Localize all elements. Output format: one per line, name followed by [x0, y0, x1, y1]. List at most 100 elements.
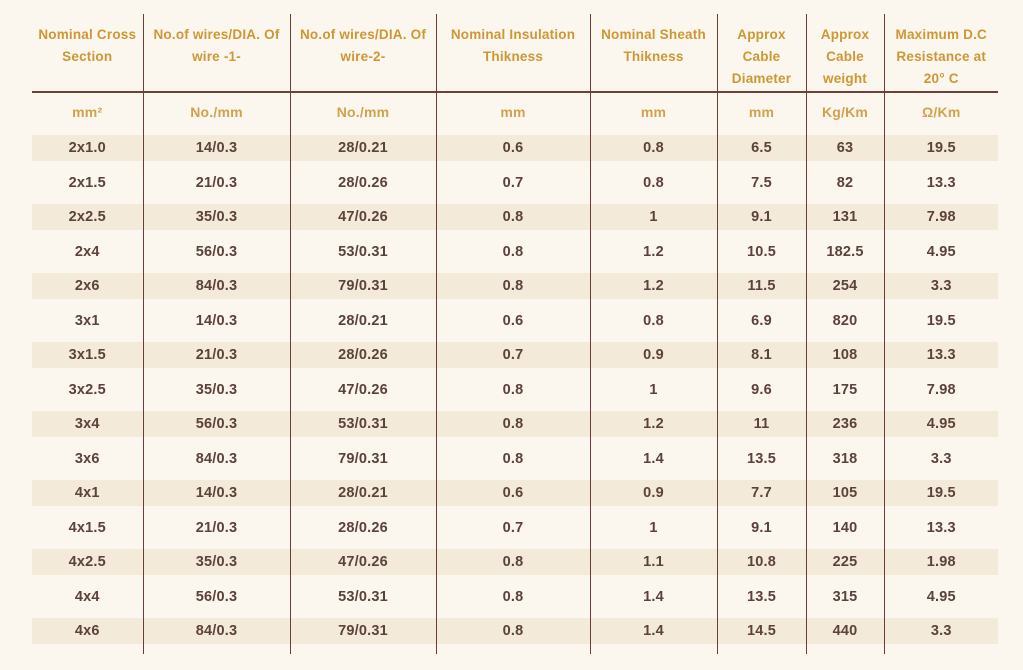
data-cell: 1.2	[590, 407, 718, 442]
data-cell: 254	[806, 269, 885, 304]
header-cell-nominal-cross-section: Nominal Cross Section	[32, 14, 144, 93]
data-cell: 440	[806, 614, 885, 649]
data-cell: 13.5	[717, 579, 807, 614]
data-cell: 0.8	[590, 131, 718, 166]
data-cell: 10.8	[717, 545, 807, 580]
data-cell: 1.4	[590, 614, 718, 649]
data-cell: 79/0.31	[290, 441, 437, 476]
data-cell: 19.5	[926, 312, 956, 329]
data-cell: 14/0.3	[143, 131, 291, 166]
data-cell: 131	[806, 200, 885, 235]
data-cell: 0.6	[436, 476, 591, 511]
data-cell: 108	[806, 338, 885, 373]
data-cell: 79/0.31	[290, 269, 437, 304]
unit-cell: mm	[590, 92, 718, 131]
table-row: 2x1.0 14/0.3 28/0.21 0.6 0.8 6.5 63 19.5	[32, 131, 998, 166]
data-cell: 56/0.3	[143, 579, 291, 614]
data-cell: 3.3	[930, 450, 952, 467]
table-row: 4x4 56/0.3 53/0.31 0.8 1.4 13.5 315 4.95	[32, 579, 998, 614]
unit-cell: mm²	[32, 92, 144, 131]
data-cell: 21/0.3	[143, 165, 291, 200]
data-cell: 1	[590, 510, 718, 545]
data-cell: 820	[806, 303, 885, 338]
data-cell: 0.8	[590, 165, 718, 200]
data-cell: 236	[806, 407, 885, 442]
data-cell: 14/0.3	[143, 476, 291, 511]
table-row: 4x2.5 35/0.3 47/0.26 0.8 1.1 10.8 225 1.…	[32, 545, 998, 580]
data-cell: 2x6	[32, 269, 144, 304]
data-cell: 0.9	[590, 338, 718, 373]
data-cell: 225	[806, 545, 885, 580]
data-cell: 3x1	[32, 303, 144, 338]
data-cell: 4.95	[926, 588, 956, 605]
data-cell: 318	[806, 441, 885, 476]
data-cell: 47/0.26	[290, 200, 437, 235]
data-cell: 2x2.5	[32, 200, 144, 235]
data-cell: 4x1	[32, 476, 144, 511]
data-cell: 9.1	[717, 200, 807, 235]
data-cell: 0.7	[436, 510, 591, 545]
table-row: 3x1 14/0.3 28/0.21 0.6 0.8 6.9 820 19.5	[32, 303, 998, 338]
data-cell: 6.9	[717, 303, 807, 338]
data-cell: 0.8	[436, 614, 591, 649]
data-cell: 0.9	[590, 476, 718, 511]
data-cell: 7.98	[884, 200, 998, 235]
data-cell: 175	[806, 372, 885, 407]
data-cell: 3.3	[884, 614, 998, 649]
data-cell: 28/0.21	[290, 303, 437, 338]
data-cell: 11.5	[717, 269, 807, 304]
data-cell: 0.6	[436, 303, 591, 338]
data-cell: 4x1.5	[32, 510, 144, 545]
data-cell: 10.5	[717, 234, 807, 269]
data-cell: 182.5	[806, 234, 885, 269]
data-cell: 28/0.26	[290, 165, 437, 200]
data-cell: 11	[717, 407, 807, 442]
unit-cell: Ω/Km	[922, 104, 961, 120]
data-cell: 21/0.3	[143, 510, 291, 545]
data-cell: 35/0.3	[143, 372, 291, 407]
data-cell: 0.8	[436, 441, 591, 476]
data-cell: 9.1	[717, 510, 807, 545]
unit-cell: mm	[717, 92, 807, 131]
header-cell-wires-dia-1: No.of wires/DIA. Of wire -1-	[143, 14, 291, 93]
data-cell: 0.8	[436, 200, 591, 235]
data-cell: 3x2.5	[32, 372, 144, 407]
data-cell: 53/0.31	[290, 579, 437, 614]
data-cell: 21/0.3	[143, 338, 291, 373]
data-cell: 7.5	[717, 165, 807, 200]
data-cell: 19.5	[884, 131, 998, 166]
data-cell: 28/0.26	[290, 338, 437, 373]
data-cell: 1.1	[590, 545, 718, 580]
header-cell-wires-dia-2: No.of wires/DIA. Of wire-2-	[290, 14, 437, 93]
data-cell: 19.5	[884, 476, 998, 511]
table-row: 3x1.5 21/0.3 28/0.26 0.7 0.9 8.1 108 13.…	[32, 338, 998, 373]
table-row: 4x6 84/0.3 79/0.31 0.8 1.4 14.5 440 3.3	[32, 614, 998, 649]
data-cell: 0.8	[436, 579, 591, 614]
data-cell: 13.3	[926, 174, 956, 191]
table-row: 2x6 84/0.3 79/0.31 0.8 1.2 11.5 254 3.3	[32, 269, 998, 304]
data-cell: 79/0.31	[290, 614, 437, 649]
header-cell-dc-resistance: Maximum D.C Resistance at 20° C	[884, 14, 998, 93]
header-cell-insulation-thickness: Nominal Insulation Thikness	[436, 14, 591, 93]
data-cell: 2x1.0	[32, 131, 144, 166]
table-row: 3x2.5 35/0.3 47/0.26 0.8 1 9.6 175 7.98	[32, 372, 998, 407]
data-cell: 28/0.21	[290, 476, 437, 511]
header-row: Nominal Cross Section No.of wires/DIA. O…	[32, 14, 998, 93]
data-cell: 84/0.3	[143, 269, 291, 304]
data-cell: 14/0.3	[143, 303, 291, 338]
data-cell: 3x6	[32, 441, 144, 476]
data-cell: 4.95	[884, 407, 998, 442]
table-bottom-spacer	[32, 648, 998, 654]
data-cell: 0.8	[436, 234, 591, 269]
data-cell: 53/0.31	[290, 234, 437, 269]
unit-cell: mm	[436, 92, 591, 131]
data-cell: 63	[806, 131, 885, 166]
data-cell: 13.3	[926, 519, 956, 536]
data-cell: 82	[806, 165, 885, 200]
data-cell: 35/0.3	[143, 200, 291, 235]
data-cell: 0.8	[436, 269, 591, 304]
unit-cell: No./mm	[290, 92, 437, 131]
data-cell: 56/0.3	[143, 234, 291, 269]
data-cell: 3x4	[32, 407, 144, 442]
data-cell: 0.7	[436, 338, 591, 373]
